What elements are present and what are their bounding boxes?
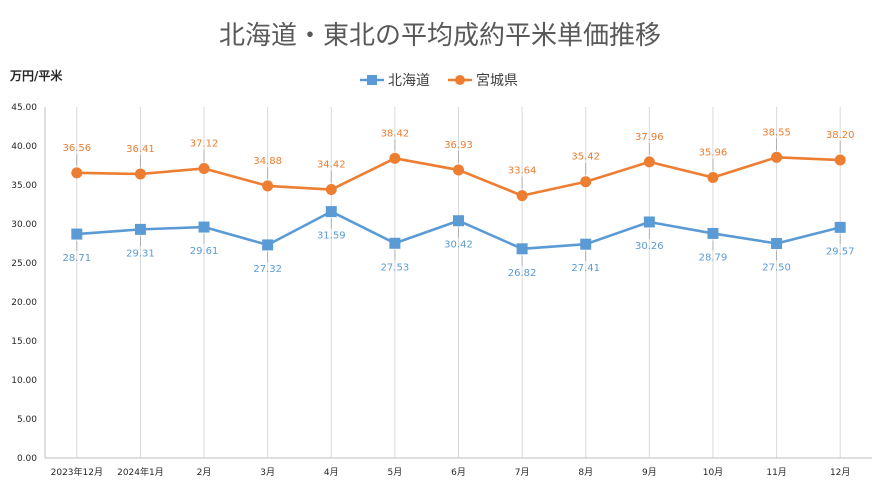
y-tick-label: 0.00: [17, 454, 37, 464]
x-tick-label: 2月: [197, 467, 212, 478]
y-tick-label: 30.00: [11, 220, 37, 230]
y-tick-label: 10.00: [11, 376, 37, 386]
data-label: 26.82: [508, 268, 537, 279]
x-tick-label: 6月: [451, 467, 466, 478]
data-point-marker: [198, 221, 210, 233]
data-point-marker: [389, 152, 401, 164]
legend-item: 宮城県: [448, 73, 518, 89]
legend-marker: [367, 75, 377, 85]
data-label: 35.42: [571, 152, 600, 163]
legend: 北海道 宮城県: [360, 73, 518, 89]
data-label: 35.96: [699, 148, 728, 159]
data-label: 31.59: [317, 231, 346, 242]
data-point-marker: [389, 237, 401, 249]
series-0: 28.71 29.31 29.61 27.32 31.59 27.53 30.42 26.82…: [62, 206, 855, 279]
x-tick-label: 11月: [766, 467, 786, 478]
data-point-marker: [71, 167, 83, 179]
data-point-marker: [771, 238, 783, 249]
x-tick-label: 4月: [324, 467, 339, 478]
data-label: 30.26: [635, 241, 664, 252]
data-point-marker: [771, 151, 783, 163]
data-point-marker: [262, 239, 274, 251]
data-label: 30.42: [444, 240, 473, 251]
data-point-marker: [453, 215, 464, 227]
data-point-marker: [453, 164, 464, 176]
data-label: 29.57: [826, 246, 855, 257]
data-label: 27.53: [381, 262, 410, 273]
data-point-marker: [134, 168, 146, 180]
data-label: 37.12: [190, 138, 219, 149]
y-tick-label: 40.00: [11, 142, 37, 152]
data-label: 33.64: [508, 166, 537, 177]
x-tick-label: 9月: [642, 467, 657, 478]
data-label: 27.50: [762, 263, 791, 274]
data-label: 28.79: [699, 252, 728, 263]
data-point-marker: [516, 243, 528, 255]
data-point-marker: [198, 162, 210, 174]
data-label: 36.56: [62, 143, 91, 154]
x-tick-label: 10月: [703, 467, 723, 478]
x-tick-label: 3月: [260, 467, 275, 478]
data-label: 34.88: [253, 156, 282, 167]
data-point-marker: [707, 172, 719, 184]
data-point-marker: [643, 156, 655, 168]
y-tick-label: 5.00: [17, 415, 37, 425]
legend-item: 北海道: [360, 73, 430, 89]
data-label: 27.41: [571, 263, 600, 274]
x-tick-label: 2024年1月: [117, 466, 164, 478]
data-point-marker: [262, 180, 274, 192]
y-axis-unit-label: 万円/平米: [9, 68, 63, 83]
data-label: 34.42: [317, 160, 346, 171]
y-tick-label: 35.00: [11, 181, 37, 191]
legend-marker: [455, 75, 465, 85]
data-label: 36.41: [126, 144, 155, 155]
y-tick-label: 20.00: [11, 298, 37, 308]
data-label: 36.93: [444, 140, 473, 151]
x-tick-label: 8月: [578, 467, 593, 478]
x-tick-label: 12月: [830, 467, 850, 478]
data-label: 38.42: [381, 128, 410, 139]
data-label: 38.20: [826, 130, 855, 141]
data-label: 27.32: [253, 264, 282, 275]
data-point-marker: [707, 227, 719, 239]
data-point-marker: [834, 154, 846, 166]
data-point-marker: [643, 216, 655, 228]
data-point-marker: [325, 206, 337, 218]
data-label: 37.96: [635, 132, 664, 143]
legend-label: 宮城県: [476, 73, 518, 89]
y-tick-label: 25.00: [11, 259, 37, 269]
x-tick-label: 2023年12月: [51, 466, 103, 478]
x-axis-ticks: 2023年12月 2024年1月 2月 3月 4月 5月 6月 7月 8月 9月 10月 11月 12月: [51, 466, 851, 478]
data-point-marker: [325, 184, 337, 196]
data-point-marker: [580, 238, 592, 250]
data-point-marker: [134, 223, 146, 235]
data-point-marker: [580, 176, 592, 188]
y-tick-label: 45.00: [11, 103, 37, 113]
legend-label: 北海道: [388, 73, 430, 89]
series-1: 36.56 36.41 37.12 34.88 34.42 38.42 36.93 33.64…: [62, 127, 855, 202]
chart-title: 北海道・東北の平均成約平米単価推移: [219, 21, 661, 51]
data-label: 29.61: [190, 246, 219, 257]
x-tick-label: 5月: [388, 467, 403, 478]
data-label: 38.55: [762, 127, 791, 138]
x-tick-label: 7月: [515, 467, 530, 478]
y-tick-label: 15.00: [11, 337, 37, 347]
plot-area: 28.71 29.31 29.61 27.32 31.59 27.53 30.42 26.82…: [62, 127, 854, 278]
axes: [44, 107, 872, 459]
data-label: 28.71: [62, 253, 91, 264]
y-axis-ticks: 0.00 5.00 10.00 15.00 20.00 25.00 30.00 35.00 40…: [11, 103, 37, 464]
data-point-marker: [71, 228, 83, 240]
data-point-marker: [834, 221, 846, 233]
data-label: 29.31: [126, 248, 155, 259]
data-point-marker: [516, 190, 528, 202]
